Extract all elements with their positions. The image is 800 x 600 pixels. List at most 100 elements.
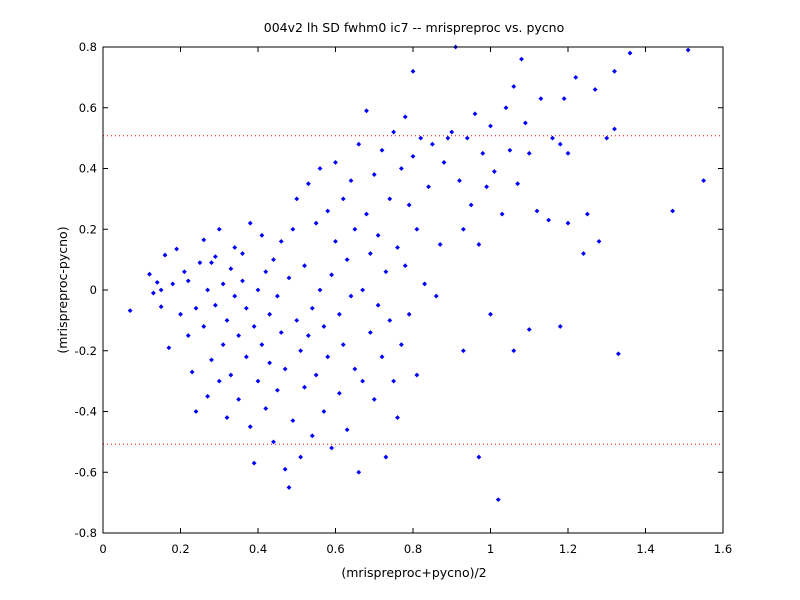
data-point xyxy=(476,454,482,460)
data-point xyxy=(367,330,373,335)
data-point xyxy=(395,415,400,420)
data-point xyxy=(228,266,234,272)
data-point xyxy=(147,271,152,277)
x-tick-label: 1 xyxy=(487,542,494,556)
x-tick-label: 0 xyxy=(99,542,106,556)
data-point xyxy=(480,150,486,156)
data-point xyxy=(336,390,342,396)
data-point xyxy=(274,387,280,393)
data-point xyxy=(573,74,579,80)
data-point xyxy=(127,308,133,314)
x-tick-label: 0.8 xyxy=(404,542,422,556)
data-point xyxy=(367,251,373,256)
data-point xyxy=(286,275,292,281)
data-point xyxy=(414,372,420,378)
y-tick-label: 0.6 xyxy=(79,101,97,115)
data-point xyxy=(615,351,621,357)
data-point xyxy=(503,105,509,111)
data-point xyxy=(441,160,447,165)
data-point xyxy=(154,280,160,285)
y-tick-label: 0.8 xyxy=(79,40,97,54)
data-point xyxy=(488,123,493,129)
data-point xyxy=(185,278,191,284)
data-point xyxy=(302,263,307,269)
data-point xyxy=(240,251,245,256)
data-point xyxy=(584,211,590,217)
data-point xyxy=(352,226,358,232)
data-point xyxy=(228,372,234,378)
data-point xyxy=(364,211,369,217)
data-point xyxy=(457,178,462,184)
data-point xyxy=(251,324,257,329)
data-point xyxy=(340,196,346,202)
data-point xyxy=(220,342,226,348)
data-point xyxy=(348,178,354,184)
data-point xyxy=(220,281,226,287)
data-point xyxy=(251,460,257,466)
data-point xyxy=(360,378,366,384)
x-tick-label: 0.2 xyxy=(171,542,189,556)
data-point xyxy=(286,485,292,490)
data-point xyxy=(181,269,187,275)
data-point xyxy=(189,369,195,375)
y-axis-label: (mrispreproc-pycno) xyxy=(55,226,70,353)
data-point xyxy=(259,342,265,348)
data-point xyxy=(247,424,253,430)
data-point xyxy=(209,357,214,363)
data-point xyxy=(236,396,242,402)
data-point xyxy=(565,220,571,226)
data-point xyxy=(321,409,327,414)
data-point xyxy=(309,433,315,439)
data-point xyxy=(375,232,381,238)
chart-title: 004v2 lh SD fwhm0 ic7 -- mrispreproc vs.… xyxy=(264,20,565,35)
data-point xyxy=(402,263,408,269)
data-point xyxy=(360,287,366,293)
data-point xyxy=(209,260,214,266)
data-point xyxy=(383,454,389,460)
x-tick-label: 1.2 xyxy=(559,542,577,556)
data-point xyxy=(449,129,455,135)
data-point xyxy=(267,360,273,366)
data-point xyxy=(329,445,335,451)
data-point xyxy=(158,304,164,310)
data-point xyxy=(224,317,230,323)
data-point xyxy=(298,454,304,460)
data-point xyxy=(325,354,331,360)
data-point xyxy=(561,96,567,102)
data-point xyxy=(445,135,451,141)
data-point xyxy=(282,466,288,472)
data-point xyxy=(604,135,610,141)
axis-ticks: 0 0.2 0.4 0.6 0.8 1 1.2 1.4 1.6 -0.8 -0.6 -0.4 -0.2 0… xyxy=(75,40,733,556)
data-point xyxy=(236,333,242,338)
data-point xyxy=(150,290,156,296)
data-point xyxy=(232,293,238,299)
data-point xyxy=(271,439,276,445)
data-point xyxy=(267,311,273,317)
data-point xyxy=(557,324,563,329)
data-point xyxy=(519,56,524,62)
data-point xyxy=(325,208,331,214)
data-point xyxy=(240,278,245,284)
data-point xyxy=(278,330,284,335)
data-point xyxy=(313,220,319,226)
data-point xyxy=(426,184,431,190)
data-point xyxy=(336,311,342,317)
data-point xyxy=(197,260,203,266)
y-tick-label: -0.4 xyxy=(75,405,97,419)
data-point xyxy=(201,237,207,243)
data-point xyxy=(193,409,199,414)
data-point xyxy=(224,415,230,420)
data-point xyxy=(247,220,253,226)
data-point xyxy=(534,208,540,214)
x-tick-label: 0.4 xyxy=(249,542,267,556)
data-point xyxy=(429,141,435,147)
data-point xyxy=(387,196,393,202)
data-point xyxy=(162,252,168,258)
data-point xyxy=(364,108,369,114)
data-point xyxy=(344,427,350,433)
data-point xyxy=(170,281,176,287)
data-point xyxy=(499,211,505,217)
data-point xyxy=(685,47,691,53)
data-point xyxy=(410,68,416,74)
